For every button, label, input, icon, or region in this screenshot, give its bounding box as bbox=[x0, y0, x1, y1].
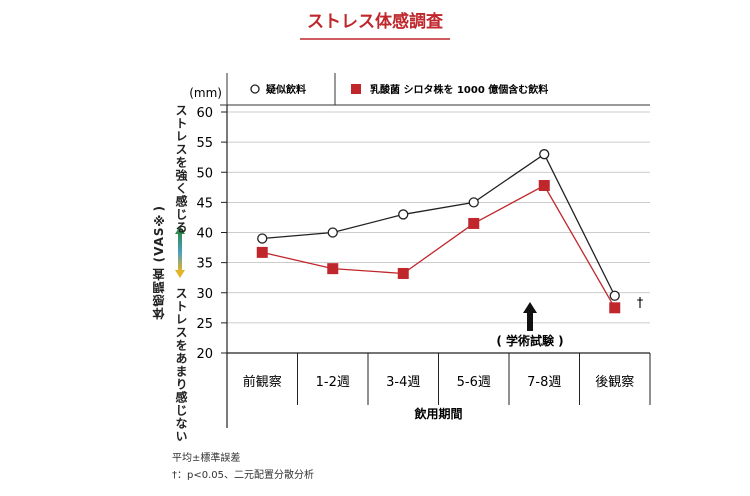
data-point-shirota bbox=[609, 302, 621, 314]
arrow-head-up bbox=[175, 226, 185, 234]
arrow-head-down bbox=[175, 270, 185, 278]
x-category-label: 1-2週 bbox=[316, 375, 350, 390]
y-tick-label: 40 bbox=[196, 227, 213, 242]
data-point-placebo bbox=[468, 197, 479, 208]
x-category-label: 5-6週 bbox=[457, 375, 491, 390]
y-tick-label: 20 bbox=[196, 347, 213, 362]
event-arrow-head bbox=[523, 302, 537, 313]
series-line-shirota bbox=[262, 184, 616, 309]
series-line-placebo bbox=[262, 153, 616, 297]
y-tick-label: 50 bbox=[196, 166, 213, 181]
legend-marker-shirota bbox=[351, 84, 361, 94]
ylabel-low: ストレスをあまり感じない bbox=[174, 287, 188, 443]
legend-label-shirota: 乳酸菌 シロタ株を 1000 億個含む飲料 bbox=[370, 83, 548, 96]
event-arrow-label: ( 学術試験 ) bbox=[496, 333, 563, 348]
legend-label-placebo: 疑似飲料 bbox=[266, 83, 306, 96]
y-tick-label: 45 bbox=[196, 196, 213, 211]
chart-title: ストレス体感調査 bbox=[307, 11, 444, 32]
note-significance: †：p<0.05、二元配置分散分析 bbox=[172, 470, 314, 481]
ylabel: 体感調査 (VAS※) bbox=[152, 205, 166, 320]
x-axis-label: 飲用期間 bbox=[413, 406, 462, 421]
ylabel-high: ストレスを強く感じる bbox=[174, 104, 188, 234]
data-point-shirota bbox=[538, 180, 550, 192]
data-point-shirota bbox=[327, 263, 339, 275]
data-point-placebo bbox=[257, 233, 268, 244]
x-category-label: 後観察 bbox=[595, 375, 634, 390]
data-point-shirota bbox=[468, 217, 480, 229]
unit-label: (mm) bbox=[189, 86, 222, 100]
y-tick-label: 60 bbox=[196, 106, 213, 121]
x-category-label: 7-8週 bbox=[527, 375, 561, 390]
y-tick-label: 25 bbox=[196, 317, 213, 332]
y-tick-label: 55 bbox=[196, 136, 213, 151]
data-point-shirota bbox=[256, 246, 268, 258]
x-category-label: 前観察 bbox=[243, 374, 282, 390]
y-tick-label: 35 bbox=[196, 257, 213, 272]
data-point-placebo bbox=[609, 290, 620, 301]
data-point-shirota bbox=[397, 267, 409, 279]
note-mean-se: 平均±標準誤差 bbox=[172, 453, 241, 464]
data-point-placebo bbox=[327, 227, 338, 238]
significance-dagger: † bbox=[637, 296, 644, 311]
event-arrow-shaft bbox=[527, 312, 533, 331]
data-point-placebo bbox=[398, 209, 409, 220]
legend-marker-placebo bbox=[250, 84, 260, 94]
x-category-label: 3-4週 bbox=[386, 375, 420, 390]
data-point-placebo bbox=[539, 149, 550, 160]
stress-gradient-arrow bbox=[178, 233, 182, 271]
y-tick-label: 30 bbox=[196, 287, 213, 302]
